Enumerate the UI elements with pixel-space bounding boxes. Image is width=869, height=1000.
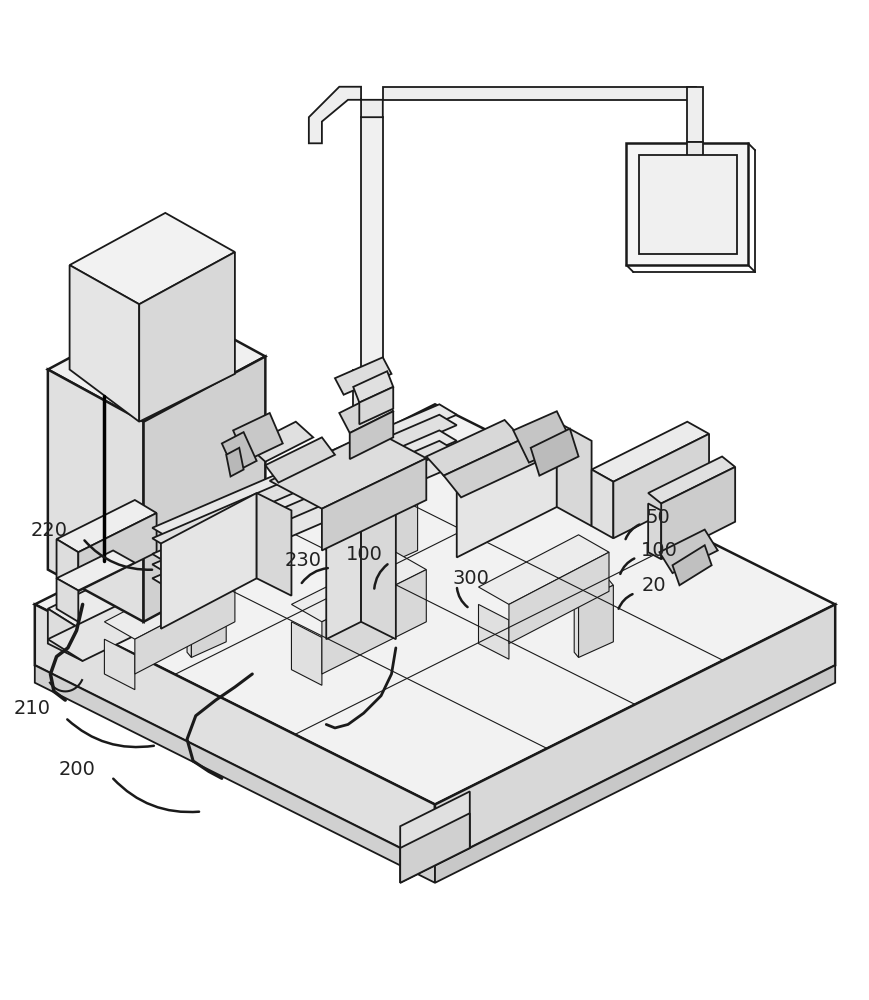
Polygon shape (426, 420, 521, 476)
Polygon shape (233, 413, 282, 461)
Polygon shape (291, 552, 426, 622)
Polygon shape (256, 493, 291, 596)
Polygon shape (508, 552, 608, 644)
Polygon shape (687, 87, 702, 142)
Polygon shape (574, 580, 613, 601)
Polygon shape (35, 665, 434, 883)
Polygon shape (556, 422, 591, 526)
Polygon shape (152, 455, 456, 589)
Polygon shape (626, 143, 747, 265)
Polygon shape (48, 370, 143, 622)
Polygon shape (143, 356, 265, 622)
Polygon shape (56, 578, 78, 622)
Polygon shape (335, 357, 391, 395)
Polygon shape (339, 391, 393, 433)
Polygon shape (104, 570, 235, 639)
Polygon shape (139, 252, 235, 422)
Polygon shape (359, 387, 393, 424)
Polygon shape (152, 441, 456, 575)
Polygon shape (478, 535, 608, 604)
Polygon shape (378, 489, 417, 510)
Polygon shape (152, 415, 456, 549)
Polygon shape (638, 155, 736, 254)
Text: 300: 300 (452, 569, 488, 588)
Polygon shape (70, 265, 139, 422)
Polygon shape (187, 580, 226, 601)
Polygon shape (382, 494, 417, 566)
Polygon shape (222, 432, 256, 472)
Polygon shape (161, 493, 256, 629)
Polygon shape (35, 404, 834, 804)
Polygon shape (322, 570, 426, 674)
Polygon shape (400, 813, 469, 883)
Polygon shape (443, 439, 539, 497)
Polygon shape (226, 448, 243, 477)
Polygon shape (48, 526, 252, 631)
Polygon shape (269, 430, 426, 509)
Polygon shape (48, 557, 252, 661)
Polygon shape (326, 465, 361, 639)
Polygon shape (191, 585, 226, 657)
Polygon shape (152, 430, 456, 564)
Polygon shape (361, 117, 382, 396)
Text: 230: 230 (284, 551, 322, 570)
Polygon shape (349, 411, 393, 459)
Polygon shape (353, 370, 387, 409)
Polygon shape (248, 422, 313, 462)
Polygon shape (659, 530, 717, 573)
Polygon shape (687, 142, 702, 169)
Polygon shape (361, 465, 395, 639)
Polygon shape (530, 429, 578, 476)
Polygon shape (187, 596, 191, 657)
Polygon shape (478, 604, 508, 659)
Polygon shape (660, 467, 734, 559)
Polygon shape (513, 411, 572, 463)
Polygon shape (308, 87, 382, 143)
Polygon shape (591, 470, 613, 538)
Polygon shape (434, 665, 834, 883)
Polygon shape (135, 587, 235, 674)
Text: 100: 100 (640, 541, 677, 560)
Polygon shape (382, 87, 695, 100)
Polygon shape (152, 404, 456, 538)
Polygon shape (56, 500, 156, 552)
Polygon shape (378, 504, 382, 566)
Text: 20: 20 (640, 576, 665, 595)
Polygon shape (104, 639, 135, 690)
Polygon shape (48, 304, 265, 422)
Polygon shape (574, 596, 578, 657)
Polygon shape (400, 791, 469, 883)
Polygon shape (591, 422, 708, 482)
Text: 200: 200 (59, 760, 96, 779)
Polygon shape (672, 545, 711, 585)
Polygon shape (70, 213, 235, 304)
Polygon shape (78, 513, 156, 591)
Polygon shape (434, 604, 834, 865)
Polygon shape (647, 457, 734, 503)
Text: 210: 210 (13, 699, 50, 718)
Polygon shape (56, 539, 78, 591)
Polygon shape (56, 550, 135, 590)
Polygon shape (647, 503, 660, 559)
Polygon shape (353, 371, 393, 403)
Polygon shape (35, 604, 434, 865)
Polygon shape (291, 622, 322, 685)
Polygon shape (265, 437, 335, 483)
Text: 220: 220 (30, 521, 68, 540)
Polygon shape (48, 609, 83, 661)
Polygon shape (456, 422, 556, 557)
Polygon shape (322, 458, 426, 550)
Text: 100: 100 (346, 545, 382, 564)
Polygon shape (578, 585, 613, 657)
Text: 50: 50 (645, 508, 669, 527)
Polygon shape (613, 434, 708, 538)
